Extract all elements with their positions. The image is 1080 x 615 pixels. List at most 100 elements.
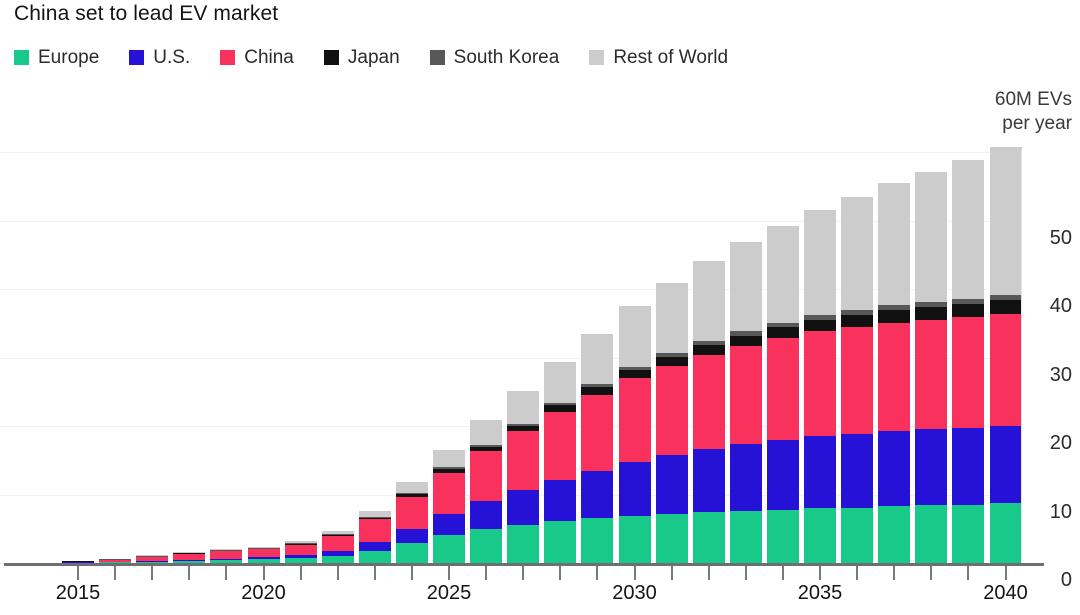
bar-2032[interactable] [692, 261, 725, 563]
y-axis-tick-label: 50 [1049, 226, 1072, 249]
bar-segment-europe [581, 518, 614, 563]
bar-segment-china [655, 365, 688, 455]
bar-2015[interactable] [62, 560, 94, 563]
x-axis-tick [930, 566, 933, 580]
bar-segment-rest-of-world [915, 171, 948, 302]
bar-segment-u-s [878, 430, 911, 507]
x-axis-baseline [4, 563, 1044, 566]
bar-segment-japan [433, 468, 465, 473]
bar-2040[interactable] [989, 146, 1022, 563]
bar-segment-china [136, 557, 169, 562]
right-axis-rule [1021, 150, 1022, 564]
bar-segment-south-korea [470, 444, 503, 447]
bar-2020[interactable] [247, 546, 280, 563]
bar-segment-japan [841, 315, 874, 328]
legend-item-china[interactable]: China [220, 48, 294, 67]
bar-segment-rest-of-world [841, 196, 874, 311]
bar-segment-china [766, 338, 799, 440]
bar-segment-south-korea [173, 552, 206, 554]
bar-2035[interactable] [804, 209, 836, 563]
bar-segment-europe [247, 559, 280, 563]
x-axis-tick [448, 566, 450, 580]
bar-segment-south-korea [395, 492, 428, 494]
bar-2021[interactable] [284, 541, 317, 563]
legend-item-japan[interactable]: Japan [323, 48, 400, 67]
bar-segment-u-s [210, 558, 243, 561]
bar-segment-rest-of-world [247, 546, 280, 548]
bar-2019[interactable] [210, 549, 243, 563]
bar-segment-u-s [915, 429, 948, 506]
bar-segment-china [804, 331, 836, 436]
bar-2029[interactable] [581, 333, 614, 563]
bar-segment-south-korea [952, 298, 985, 304]
x-axis-tick [893, 566, 896, 580]
legend-swatch-icon [14, 49, 29, 65]
bar-segment-rest-of-world [210, 549, 243, 550]
bar-segment-china [692, 354, 725, 449]
bar-segment-europe [284, 557, 317, 563]
bar-2030[interactable] [618, 305, 651, 563]
bar-segment-u-s [841, 433, 874, 508]
bar-segment-japan [544, 405, 577, 413]
bar-segment-europe [99, 562, 132, 563]
x-axis-tick [819, 566, 821, 580]
bar-2028[interactable] [544, 361, 577, 563]
bar-segment-south-korea [210, 549, 243, 551]
bar-segment-japan [655, 356, 688, 366]
bar-segment-europe [136, 561, 169, 563]
bar-segment-u-s [581, 470, 614, 519]
bar-2018[interactable] [173, 552, 206, 563]
legend-item-u-s[interactable]: U.S. [129, 48, 190, 67]
bar-2025[interactable] [433, 449, 465, 563]
x-axis-tick [77, 566, 79, 580]
bar-segment-china [618, 378, 651, 462]
bar-segment-u-s [766, 439, 799, 510]
x-axis-tick [707, 566, 710, 580]
legend-item-label: U.S. [153, 46, 191, 68]
bar-2017[interactable] [136, 555, 169, 563]
bar-2022[interactable] [321, 530, 354, 563]
bar-segment-china [210, 551, 243, 559]
bar-segment-china [915, 319, 948, 430]
bar-2037[interactable] [878, 183, 911, 563]
bar-segment-europe [952, 504, 985, 563]
legend-item-rest-of-world[interactable]: Rest of World [589, 48, 728, 67]
bar-2027[interactable] [507, 390, 540, 563]
bar-segment-rest-of-world [358, 510, 391, 517]
bar-segment-europe [507, 524, 540, 563]
y-axis-annotation: 60M EVs per year [995, 88, 1072, 136]
bar-2016[interactable] [99, 558, 132, 563]
bar-segment-europe [804, 508, 836, 563]
x-axis-tick [373, 566, 376, 580]
bar-segment-japan [210, 550, 243, 552]
bar-segment-u-s [247, 557, 280, 560]
bar-2024[interactable] [395, 481, 428, 563]
x-axis-tick [262, 566, 265, 580]
bar-segment-south-korea [915, 301, 948, 307]
bar-2031[interactable] [655, 282, 688, 563]
legend-item-south-korea[interactable]: South Korea [429, 48, 559, 67]
bar-2039[interactable] [952, 159, 985, 563]
bar-segment-south-korea [247, 547, 280, 549]
bar-segment-china [989, 313, 1022, 427]
bar-2023[interactable] [358, 510, 391, 563]
bar-segment-rest-of-world [692, 261, 725, 342]
bar-2036[interactable] [841, 196, 874, 563]
bar-2026[interactable] [470, 418, 503, 563]
bar-2038[interactable] [915, 171, 948, 563]
legend-item-europe[interactable]: Europe [14, 48, 99, 67]
x-axis-tick [188, 566, 191, 580]
x-axis-tick [596, 566, 599, 580]
bar-segment-south-korea [841, 310, 874, 316]
bar-segment-u-s [655, 454, 688, 515]
bar-2033[interactable] [729, 242, 762, 563]
bar-segment-u-s [692, 448, 725, 513]
bar-segment-u-s [136, 561, 169, 562]
bar-segment-china [358, 519, 391, 543]
bar-2034[interactable] [766, 225, 799, 563]
bar-segment-u-s [507, 490, 540, 525]
bar-segment-rest-of-world [618, 305, 651, 367]
legend-swatch-icon [589, 49, 605, 65]
bar-segment-japan [618, 369, 651, 379]
bar-segment-china [99, 560, 132, 562]
